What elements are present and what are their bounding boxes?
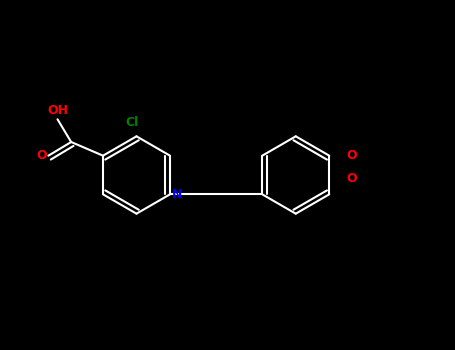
Text: Cl: Cl xyxy=(125,116,139,129)
Text: O: O xyxy=(347,149,357,162)
Text: O: O xyxy=(36,149,47,162)
Text: N: N xyxy=(172,188,182,201)
Text: O: O xyxy=(347,172,357,185)
Text: OH: OH xyxy=(47,104,68,117)
